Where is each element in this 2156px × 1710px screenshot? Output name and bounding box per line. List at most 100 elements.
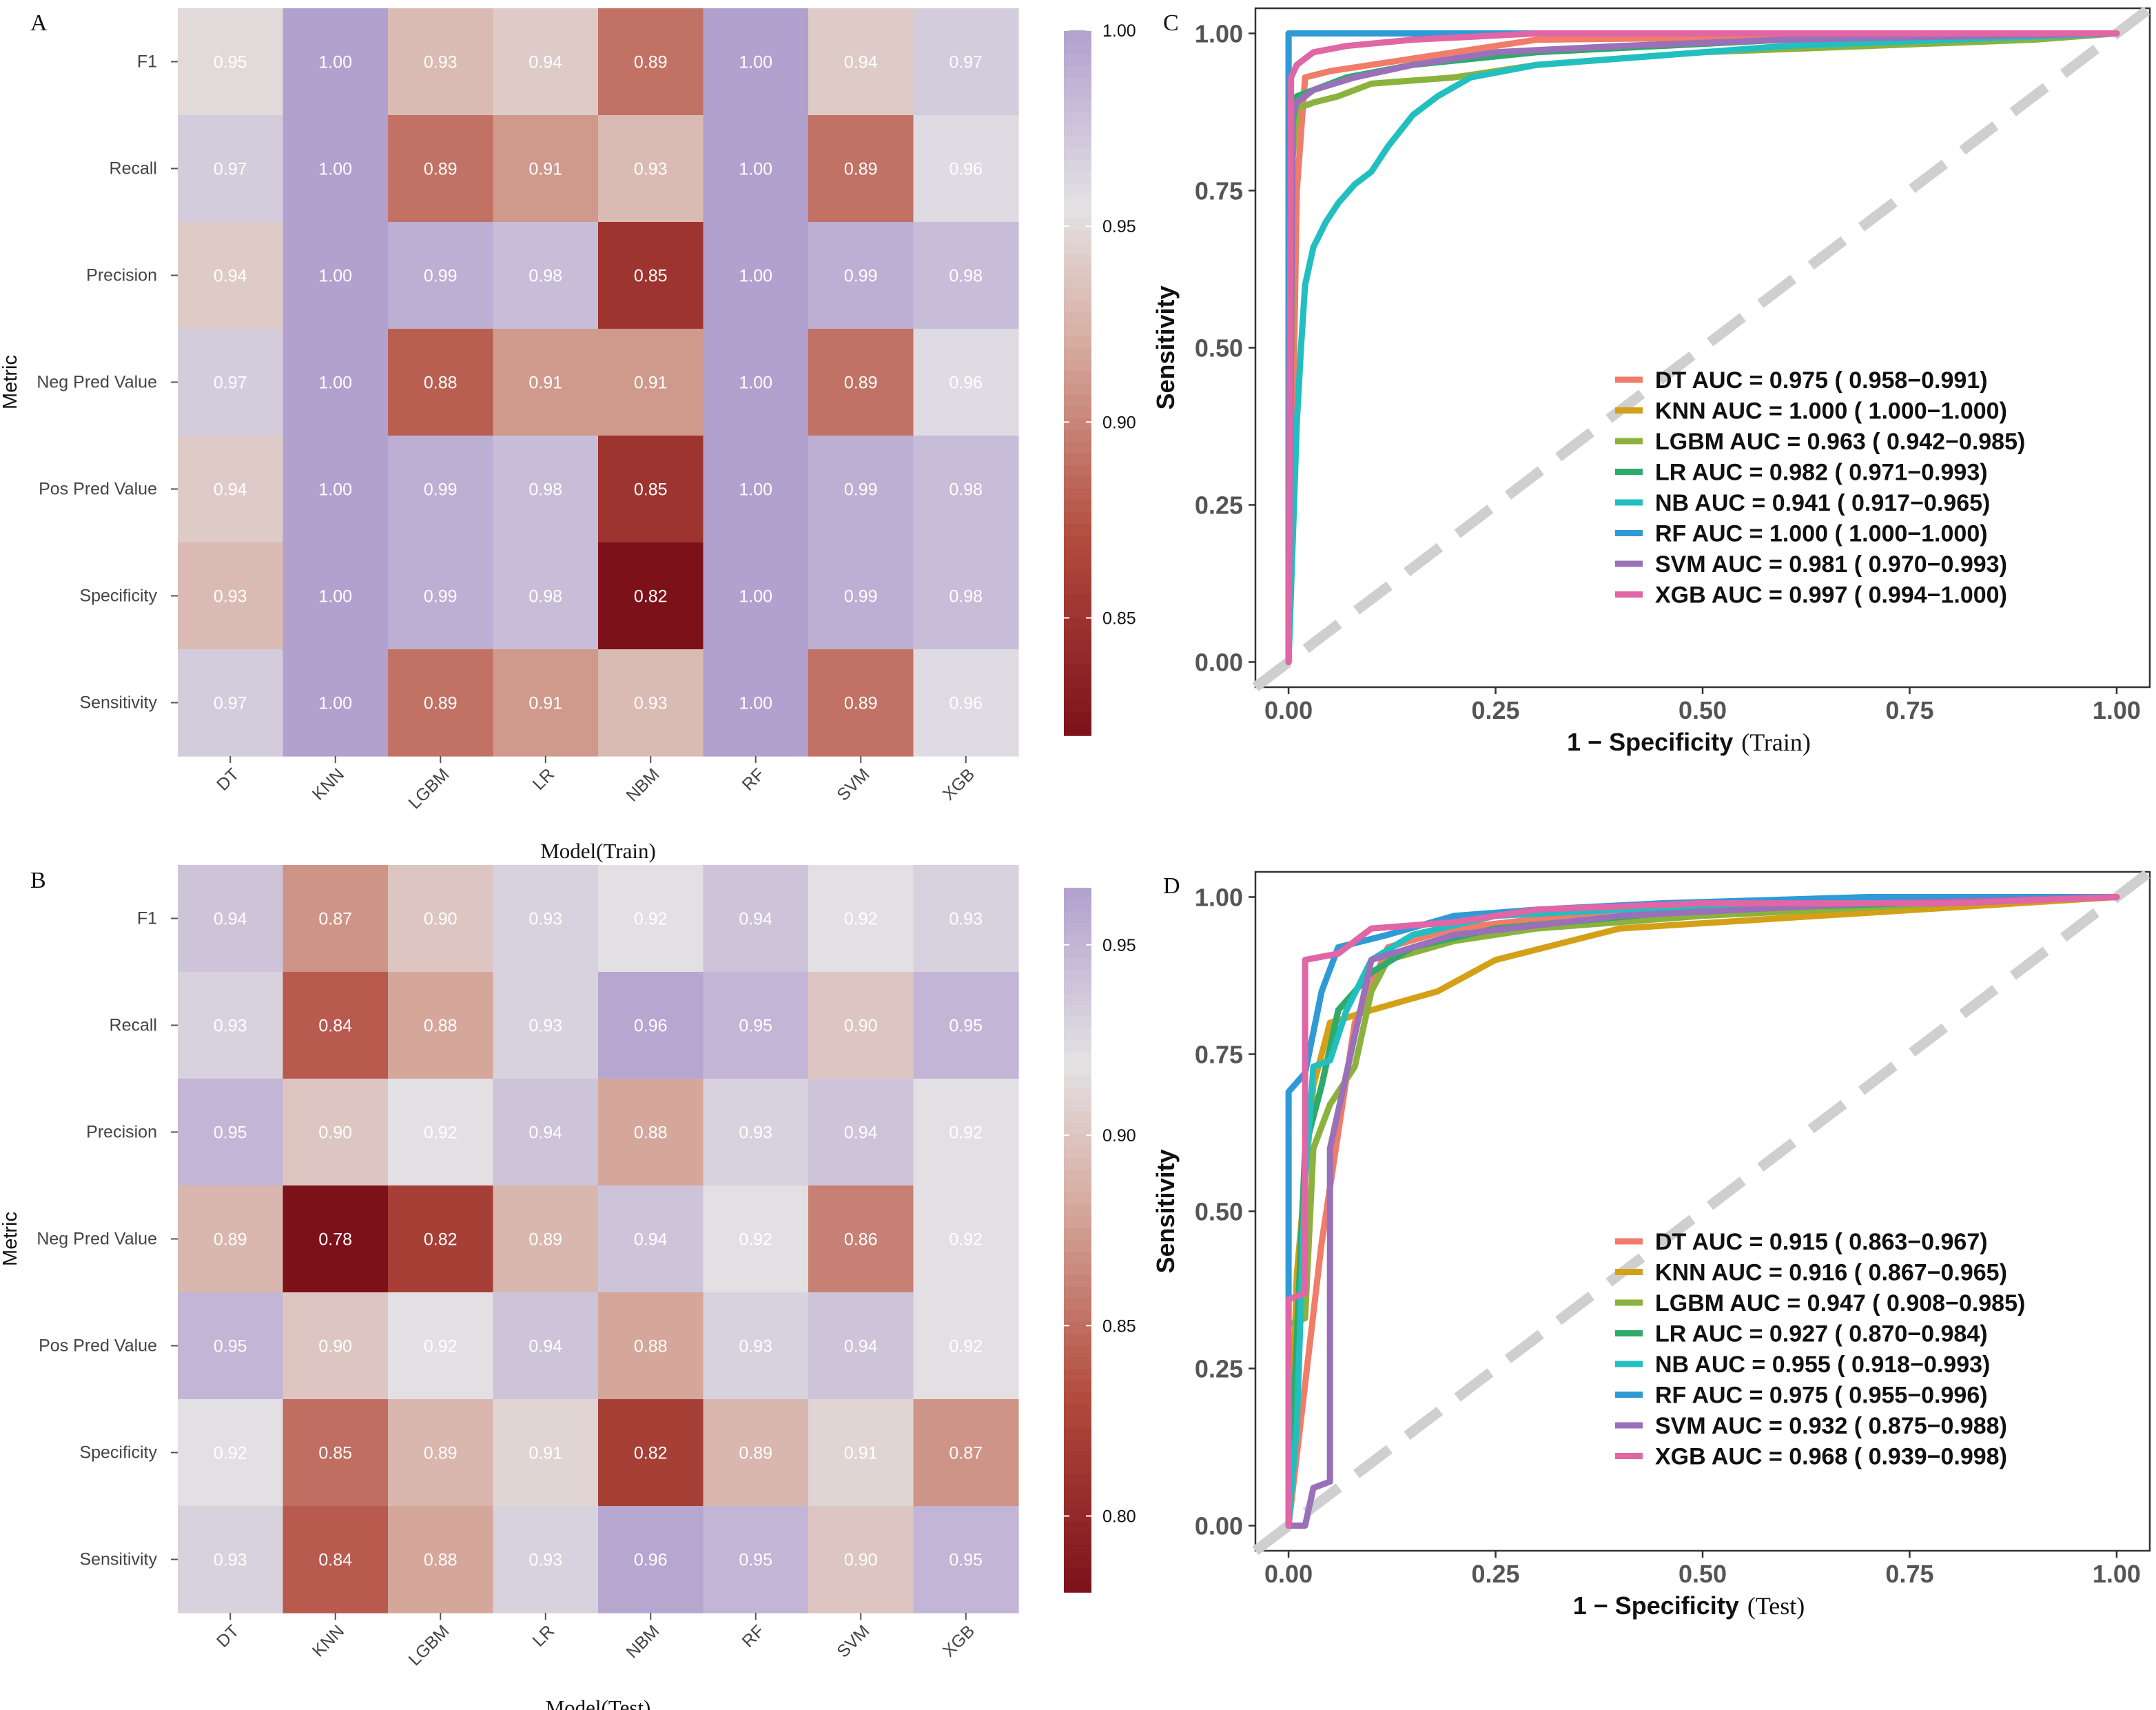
cell-value-label: 0.84 [318, 1551, 352, 1570]
heatmap-cell [388, 542, 494, 650]
x-axis-title: 1 − Specificity (Test) [1573, 1591, 1805, 1620]
y-axis-title: Metric [0, 1212, 21, 1266]
colorbar-segment [1064, 1005, 1091, 1018]
colorbar-segment [1064, 688, 1091, 701]
colorbar-tick-label: 0.95 [1102, 217, 1136, 236]
x-tick-label: 0.00 [1264, 1560, 1313, 1588]
colorbar-segment [1064, 289, 1091, 301]
cell-value-label: 0.91 [528, 374, 562, 393]
heatmap-cell [388, 1399, 494, 1507]
colorbar-segment [1064, 935, 1091, 947]
heatmap-cell [493, 865, 599, 973]
cell-value-label: 1.00 [318, 160, 352, 179]
heatmap-cell [493, 1506, 599, 1614]
colorbar-segment [1064, 159, 1091, 172]
colorbar-segment [1064, 1252, 1091, 1264]
heatmap-cell [598, 1399, 704, 1507]
cell-value-label: 0.93 [528, 1551, 562, 1570]
colorbar-segment [1064, 594, 1091, 607]
colorbar-segment [1064, 618, 1091, 631]
row-label: Sensitivity [79, 1550, 157, 1569]
panel-label: D [1163, 873, 1180, 899]
heatmap-cell [178, 436, 284, 543]
colorbar-segment [1064, 218, 1091, 231]
cell-value-label: 0.92 [949, 1230, 983, 1250]
legend-entry: RF AUC = 1.000 ( 1.000−1.000) [1655, 521, 1988, 547]
colorbar-segment [1064, 324, 1091, 337]
cell-value-label: 0.90 [844, 1017, 878, 1036]
cell-value-label: 0.92 [634, 910, 668, 929]
heatmap-cell [493, 329, 599, 436]
colorbar-segment [1064, 1580, 1091, 1593]
cell-value-label: 0.95 [214, 53, 247, 72]
colorbar-segment [1064, 418, 1091, 431]
heatmap-cell [178, 222, 284, 329]
cell-value-label: 0.98 [528, 587, 562, 607]
cell-value-label: 0.94 [739, 910, 772, 929]
colorbar-tick-label: 0.80 [1102, 1507, 1136, 1527]
colorbar-segment [1064, 30, 1091, 43]
legend-entry: LR AUC = 0.982 ( 0.971−0.993) [1655, 460, 1988, 486]
heatmap-cell [913, 865, 1019, 973]
colorbar-tick-label: 0.90 [1102, 1126, 1136, 1146]
row-label: F1 [137, 909, 157, 928]
heatmap-cell [598, 329, 704, 436]
heatmap-cell [808, 329, 914, 436]
cell-value-label: 0.88 [634, 1337, 668, 1356]
colorbar-segment [1064, 65, 1091, 78]
colorbar-segment [1064, 970, 1091, 983]
cell-value-label: 0.78 [318, 1230, 352, 1250]
heatmap-cell [598, 972, 704, 1079]
colorbar-segment [1064, 1521, 1091, 1534]
colorbar-segment [1064, 453, 1091, 466]
cell-value-label: 0.85 [634, 267, 668, 286]
cell-value-label: 1.00 [739, 160, 772, 179]
cell-value-label: 0.95 [214, 1337, 247, 1356]
colorbar-segment [1064, 946, 1091, 959]
heatmap-panel-test: B 0.94 0.87 0.90 0.93 0.92 0.94 0.92 0.93 F1 0.93 0… [0, 865, 1136, 1710]
colorbar-segment [1064, 1017, 1091, 1030]
colorbar-tick-label: 0.85 [1102, 609, 1136, 629]
colorbar-segment [1064, 1263, 1091, 1276]
heatmap-cell [388, 1506, 494, 1614]
heatmap-cell [388, 649, 494, 757]
colorbar-segment [1064, 641, 1091, 654]
cell-value-label: 0.92 [949, 1337, 983, 1356]
heatmap-cell [493, 115, 599, 223]
cell-value-label: 0.89 [739, 1444, 772, 1463]
cell-value-label: 0.97 [214, 694, 247, 713]
heatmap-cell [913, 1292, 1019, 1400]
y-tick-label: 0.00 [1195, 1512, 1243, 1540]
colorbar-tick-label: 1.00 [1102, 21, 1136, 41]
heatmap-cell [493, 1292, 599, 1400]
colorbar-segment [1064, 194, 1091, 207]
heatmap-cell [703, 222, 809, 329]
colorbar-segment [1064, 923, 1091, 935]
x-tick-label: 0.25 [1471, 696, 1519, 724]
cell-value-label: 0.90 [424, 910, 458, 929]
colorbar-segment [1064, 101, 1091, 114]
plot-frame [1254, 871, 2151, 1552]
colorbar-segment [1064, 1427, 1091, 1441]
colorbar-segment [1064, 1474, 1091, 1487]
heatmap-cell [178, 1399, 284, 1507]
cell-value-label: 0.99 [844, 267, 878, 286]
colorbar-segment [1064, 1392, 1091, 1405]
row-label: Pos Pred Value [39, 1336, 157, 1356]
cell-value-label: 1.00 [318, 53, 352, 72]
heatmap-cell [703, 542, 809, 650]
cell-value-label: 0.92 [739, 1230, 772, 1250]
heatmap-cell [808, 1079, 914, 1186]
cell-value-label: 0.88 [424, 1551, 458, 1570]
legend-entry: NB AUC = 0.955 ( 0.918−0.993) [1655, 1352, 1990, 1378]
roc-curve-lgbm [1285, 894, 2120, 1529]
heatmap-cell [493, 972, 599, 1079]
colorbar-segment [1064, 230, 1091, 243]
heatmap-cell [913, 1506, 1019, 1614]
legend-entry: NB AUC = 0.941 ( 0.917−0.965) [1655, 490, 1990, 516]
y-axis-title: Sensitivity [1151, 285, 1180, 409]
row-label: Neg Pred Value [37, 373, 157, 392]
heatmap-cell [808, 115, 914, 223]
colorbar-segment [1064, 89, 1091, 102]
cell-value-label: 0.93 [634, 694, 668, 713]
